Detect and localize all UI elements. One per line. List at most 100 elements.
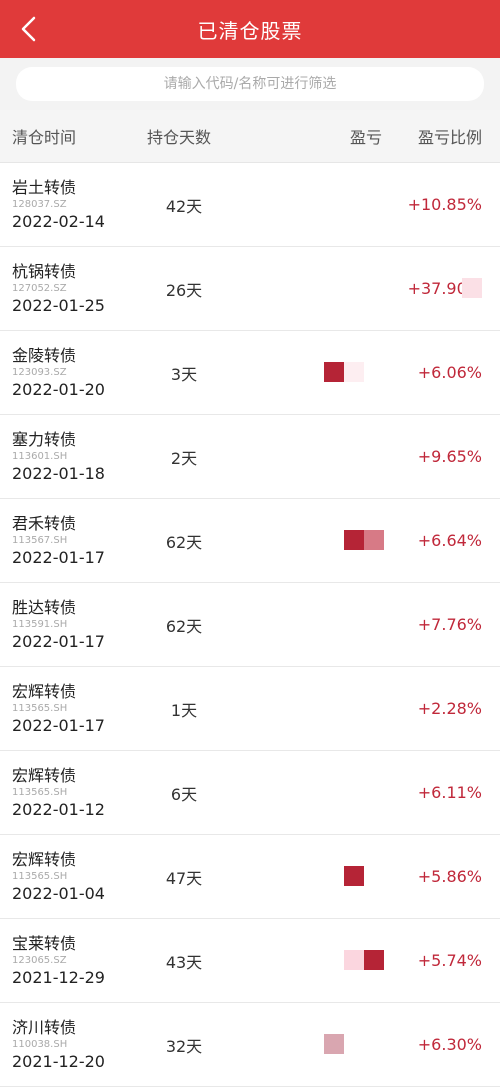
holding-days: 43天 — [165, 952, 203, 972]
security-name: 杭锅转债 — [12, 261, 77, 281]
pl-cell — [228, 499, 388, 582]
holding-days: 62天 — [165, 532, 203, 552]
security-info: 金陵转债 123093.SZ 2022-01-20 — [0, 346, 130, 400]
pl-ratio: +9.65% — [417, 447, 482, 466]
security-info: 塞力转债 113601.SH 2022-01-18 — [0, 430, 130, 484]
security-code: 123065.SZ — [12, 954, 67, 966]
list-item[interactable]: 君禾转债 113567.SH 2022-01-17 62天 +6.64% — [0, 499, 500, 583]
security-name: 宏辉转债 — [12, 681, 77, 701]
pl-cell — [228, 835, 388, 918]
list-item[interactable]: 宏辉转债 113565.SH 2022-01-12 6天 +6.11% — [0, 751, 500, 835]
security-info: 济川转债 110038.SH 2021-12-20 — [0, 1018, 130, 1072]
security-code: 113565.SH — [12, 786, 68, 798]
security-code: 113565.SH — [12, 870, 68, 882]
security-code: 128037.SZ — [12, 198, 67, 210]
clear-date: 2022-01-20 — [12, 379, 105, 399]
pl-cell — [228, 163, 388, 246]
pl-ratio: +10.85% — [407, 195, 482, 214]
pl-cell — [228, 667, 388, 750]
clear-date: 2022-02-14 — [12, 211, 105, 231]
pl-cell — [228, 247, 482, 330]
pl-mosaic-block — [344, 362, 364, 382]
cleared-stock-list: 岩土转债 128037.SZ 2022-02-14 42天 +10.85% 杭锅… — [0, 163, 500, 1087]
security-info: 宏辉转债 113565.SH 2022-01-17 — [0, 682, 130, 736]
app-header: 已清仓股票 — [0, 0, 500, 58]
column-time[interactable]: 清仓时间 — [12, 128, 77, 147]
holding-days: 1天 — [170, 700, 198, 720]
pl-ratio: +5.74% — [417, 951, 482, 970]
security-info: 宝莱转债 123065.SZ 2021-12-29 — [0, 934, 130, 988]
list-item[interactable]: 杭锅转债 127052.SZ 2022-01-25 26天 +37.90% — [0, 247, 500, 331]
pl-ratio: +6.30% — [417, 1035, 482, 1054]
holding-days: 26天 — [165, 280, 203, 300]
pl-cell — [228, 415, 388, 498]
pl-mosaic-block — [344, 950, 364, 970]
list-item[interactable]: 胜达转债 113591.SH 2022-01-17 62天 +7.76% — [0, 583, 500, 667]
security-code: 113567.SH — [12, 534, 68, 546]
holding-days: 47天 — [165, 868, 203, 888]
security-code: 127052.SZ — [12, 282, 67, 294]
holding-days: 42天 — [165, 196, 203, 216]
clear-date: 2022-01-18 — [12, 463, 105, 483]
pl-cell — [228, 751, 388, 834]
security-name: 宝莱转债 — [12, 933, 77, 953]
security-name: 塞力转债 — [12, 429, 77, 449]
pl-ratio: +6.06% — [417, 363, 482, 382]
column-days[interactable]: 持仓天数 — [146, 128, 211, 147]
security-code: 110038.SH — [12, 1038, 68, 1050]
security-name: 宏辉转债 — [12, 849, 77, 869]
clear-date: 2022-01-17 — [12, 715, 105, 735]
security-info: 胜达转债 113591.SH 2022-01-17 — [0, 598, 130, 652]
list-item[interactable]: 宝莱转债 123065.SZ 2021-12-29 43天 +5.74% — [0, 919, 500, 1003]
back-button[interactable] — [14, 14, 44, 44]
list-item[interactable]: 宏辉转债 113565.SH 2022-01-17 1天 +2.28% — [0, 667, 500, 751]
pl-ratio: +37.90% — [407, 279, 482, 298]
security-name: 宏辉转债 — [12, 765, 77, 785]
list-item[interactable]: 金陵转债 123093.SZ 2022-01-20 3天 +6.06% — [0, 331, 500, 415]
chevron-left-icon — [21, 16, 36, 42]
pl-cell — [228, 331, 388, 414]
holding-days: 62天 — [165, 616, 203, 636]
clear-date: 2022-01-04 — [12, 883, 105, 903]
security-info: 宏辉转债 113565.SH 2022-01-04 — [0, 850, 130, 904]
security-info: 君禾转债 113567.SH 2022-01-17 — [0, 514, 130, 568]
security-name: 君禾转债 — [12, 513, 77, 533]
security-code: 123093.SZ — [12, 366, 67, 378]
list-item[interactable]: 宏辉转债 113565.SH 2022-01-04 47天 +5.86% — [0, 835, 500, 919]
pl-mosaic-block — [344, 866, 364, 886]
pl-ratio: +7.76% — [417, 615, 482, 634]
pl-cell — [228, 583, 388, 666]
search-input[interactable] — [16, 67, 484, 101]
clear-date: 2022-01-12 — [12, 799, 105, 819]
security-name: 胜达转债 — [12, 597, 77, 617]
pl-mosaic-block — [364, 950, 384, 970]
clear-date: 2022-01-17 — [12, 631, 105, 651]
security-info: 杭锅转债 127052.SZ 2022-01-25 — [0, 262, 130, 316]
pl-mosaic-block — [344, 530, 364, 550]
holding-days: 3天 — [170, 364, 198, 384]
clear-date: 2022-01-17 — [12, 547, 105, 567]
page-title: 已清仓股票 — [197, 18, 303, 43]
column-header: 清仓时间 持仓天数 盈亏 盈亏比例 — [0, 110, 500, 163]
security-code: 113565.SH — [12, 702, 68, 714]
pl-cell — [228, 1003, 388, 1086]
holding-days: 6天 — [170, 784, 198, 804]
column-ratio[interactable]: 盈亏比例 — [417, 128, 482, 147]
pl-mosaic-block — [324, 1034, 344, 1054]
security-info: 宏辉转债 113565.SH 2022-01-12 — [0, 766, 130, 820]
security-name: 岩土转债 — [12, 177, 77, 197]
pl-mosaic-block — [324, 362, 344, 382]
security-info: 岩土转债 128037.SZ 2022-02-14 — [0, 178, 130, 232]
security-name: 金陵转债 — [12, 345, 77, 365]
list-item[interactable]: 济川转债 110038.SH 2021-12-20 32天 +6.30% — [0, 1003, 500, 1087]
column-pl[interactable]: 盈亏 — [349, 128, 382, 147]
clear-date: 2022-01-25 — [12, 295, 105, 315]
security-code: 113591.SH — [12, 618, 68, 630]
security-name: 济川转债 — [12, 1017, 77, 1037]
holding-days: 2天 — [170, 448, 198, 468]
list-item[interactable]: 岩土转债 128037.SZ 2022-02-14 42天 +10.85% — [0, 163, 500, 247]
pl-cell — [228, 919, 388, 1002]
pl-ratio: +6.64% — [417, 531, 482, 550]
list-item[interactable]: 塞力转债 113601.SH 2022-01-18 2天 +9.65% — [0, 415, 500, 499]
pl-ratio: +2.28% — [417, 699, 482, 718]
